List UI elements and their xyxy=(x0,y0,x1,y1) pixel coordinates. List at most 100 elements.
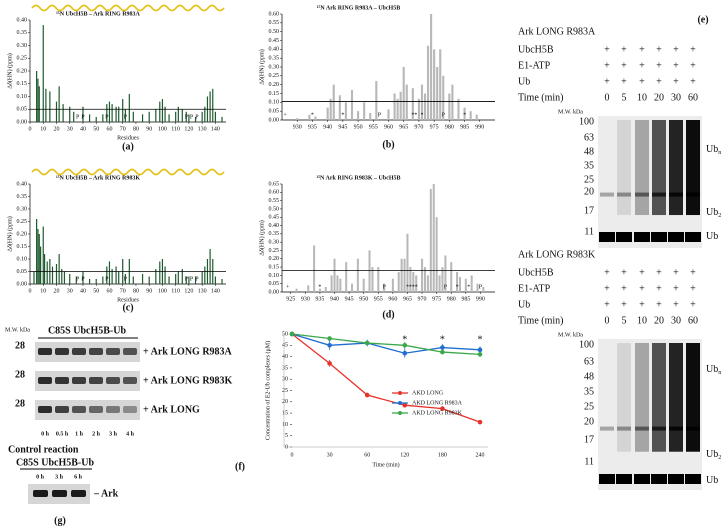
series-line xyxy=(291,333,481,355)
plus-sign: + xyxy=(673,76,679,87)
bar xyxy=(387,109,390,120)
mw-value: 20 xyxy=(584,416,594,427)
mw-value: 63 xyxy=(584,132,594,143)
x-tick-label: 40 xyxy=(80,126,86,132)
bar xyxy=(396,98,399,120)
band xyxy=(38,406,52,413)
bar xyxy=(82,106,84,122)
band xyxy=(123,406,137,413)
bar xyxy=(345,262,348,292)
bar xyxy=(456,272,459,292)
band xyxy=(599,474,615,484)
bar xyxy=(43,254,46,284)
annotation: P xyxy=(442,112,446,118)
band-label-main: Ub xyxy=(706,449,718,460)
bar xyxy=(357,111,360,120)
mw-value: 35 xyxy=(584,386,594,397)
bar xyxy=(42,226,44,284)
annotation: * xyxy=(456,284,459,290)
x-tick-label: 110 xyxy=(171,288,180,294)
annotation: P xyxy=(195,114,199,120)
time-value: 2 h xyxy=(92,431,101,437)
annotation: * xyxy=(409,284,412,290)
plus-sign: + xyxy=(656,299,662,310)
bar xyxy=(377,267,380,292)
y-tick-label: 0.00 xyxy=(17,281,28,287)
band xyxy=(652,426,666,431)
bar xyxy=(463,107,466,120)
x-tick-label: 990 xyxy=(475,124,484,130)
y-tick-label: 0.05 xyxy=(17,107,28,113)
annotation: P xyxy=(105,114,109,120)
smear xyxy=(686,120,700,216)
mw-value: 17 xyxy=(584,434,594,445)
bar xyxy=(399,91,402,120)
y-tick-label: 0.05 xyxy=(17,269,28,275)
band-label: Ub2 xyxy=(706,207,721,219)
bar xyxy=(39,246,42,284)
bar xyxy=(49,91,51,122)
y-tick-label: 0.25 xyxy=(17,56,28,62)
x-tick-label: 30 xyxy=(67,288,73,294)
band-label: Ubn xyxy=(706,144,721,156)
band-label-main: Ub xyxy=(706,207,718,218)
mw-value: 25 xyxy=(584,174,594,185)
bar xyxy=(371,267,374,292)
x-tick-label: 120 xyxy=(184,126,193,132)
plus-sign: + xyxy=(656,283,662,294)
x-tick-label: 945 xyxy=(338,124,347,130)
x-tick-label: 130 xyxy=(198,126,207,132)
bar xyxy=(36,219,38,284)
plus-sign: + xyxy=(673,60,679,71)
bar xyxy=(338,95,341,120)
bar xyxy=(188,114,190,122)
series-line xyxy=(291,333,481,423)
band xyxy=(89,348,103,355)
bar xyxy=(181,109,183,122)
band xyxy=(685,474,701,484)
plus-sign: + xyxy=(673,299,679,310)
bar xyxy=(383,283,386,292)
bar xyxy=(221,279,223,284)
annotation: * xyxy=(311,112,314,118)
bar xyxy=(482,287,485,292)
band xyxy=(686,426,700,431)
y-tick-label: 0.40 xyxy=(269,223,280,229)
bar xyxy=(212,88,214,122)
bar xyxy=(161,99,164,122)
bar xyxy=(450,262,453,292)
bar xyxy=(106,266,108,284)
bar xyxy=(148,111,150,122)
bar xyxy=(433,49,436,121)
bar xyxy=(177,271,179,284)
bar xyxy=(82,271,84,284)
band-label: Ub2 xyxy=(706,449,721,461)
annotation: P xyxy=(124,114,128,120)
y-tick-label: 20 xyxy=(282,399,288,405)
annotation: * xyxy=(341,112,344,118)
annotation: P xyxy=(124,276,128,282)
x-tick-label: 10 xyxy=(40,288,46,294)
bar xyxy=(429,188,432,292)
legend-label: AKD LONG R983K xyxy=(412,410,463,416)
band xyxy=(38,377,52,384)
x-tick-label: 955 xyxy=(374,296,383,302)
bar xyxy=(438,275,441,292)
bar xyxy=(313,245,316,292)
x-axis-label: Time (min) xyxy=(372,461,399,468)
bar xyxy=(295,288,298,292)
mw-value: 28 xyxy=(15,398,25,409)
bar xyxy=(155,269,157,284)
annotation: P xyxy=(190,114,194,120)
bar xyxy=(308,114,311,120)
bar xyxy=(128,93,130,122)
bar xyxy=(318,288,321,292)
bar xyxy=(95,279,97,284)
plus-sign: + xyxy=(690,44,696,55)
annotation: P xyxy=(81,114,85,120)
time-value: 3 h xyxy=(109,431,118,437)
point xyxy=(440,349,445,355)
annotation: P xyxy=(444,284,448,290)
bar xyxy=(122,99,124,122)
band xyxy=(685,232,701,242)
